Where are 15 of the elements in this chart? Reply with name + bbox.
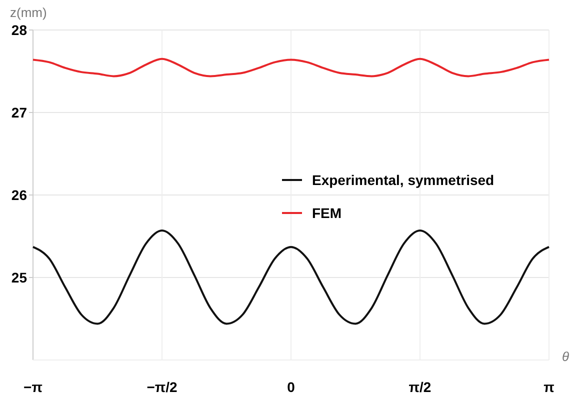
y-axis-title: z(mm) [10, 5, 47, 20]
y-tick-label: 26 [11, 187, 28, 203]
x-tick-label: π/2 [408, 379, 432, 395]
x-axis-title: θ [562, 349, 570, 364]
y-tick-label: 27 [11, 104, 28, 120]
x-tick-label: −π/2 [146, 379, 178, 395]
legend-label: Experimental, symmetrised [312, 172, 494, 188]
line-series [32, 58, 550, 78]
line-series [32, 229, 550, 325]
x-tick-label: −π [24, 379, 43, 395]
x-tick-label: π [544, 379, 555, 395]
legend-label: FEM [312, 205, 342, 221]
y-tick-label: 25 [11, 270, 28, 286]
x-tick-label: 0 [287, 379, 296, 395]
y-tick-label: 28 [11, 22, 28, 38]
